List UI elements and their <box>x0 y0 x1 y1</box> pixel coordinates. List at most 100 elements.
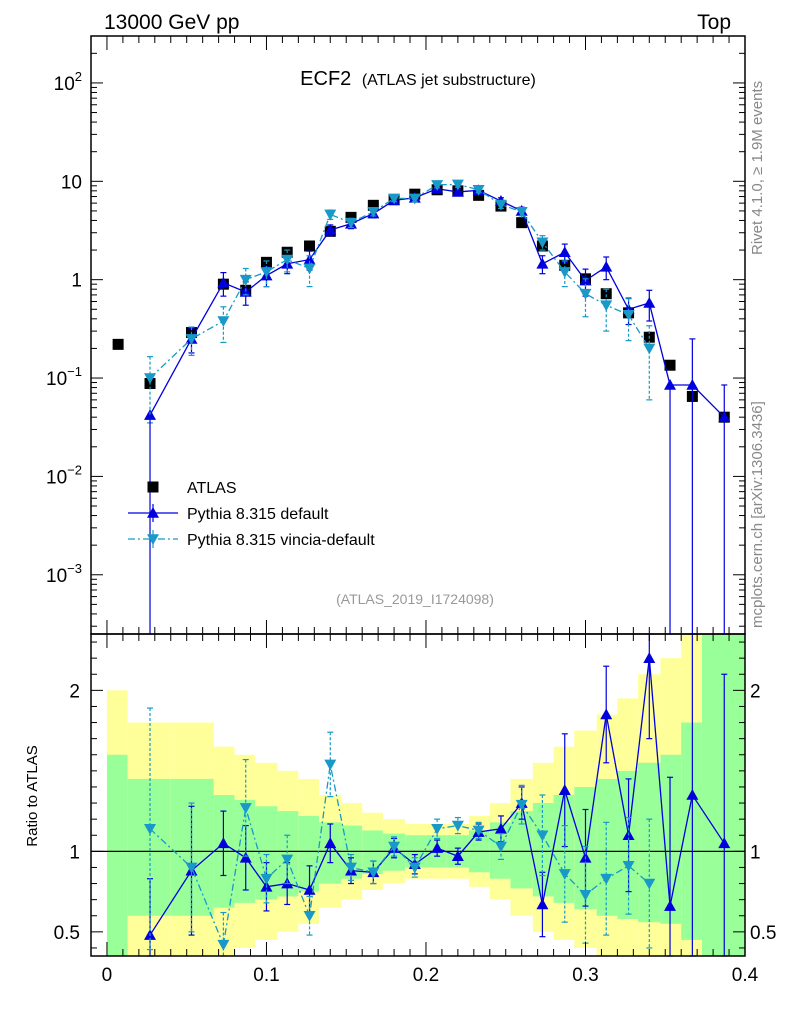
main-vincia-point <box>515 206 528 218</box>
main-pythia_default-point <box>718 411 731 422</box>
main-vincia-point <box>536 237 549 249</box>
ratio-vincia-point <box>451 820 464 832</box>
ratio-panel-frame <box>90 633 746 957</box>
main-vincia-point <box>408 193 421 205</box>
main-vincia-point <box>144 373 157 385</box>
ratio-band-inner-bin <box>255 806 278 900</box>
ratio-pythia_default-point <box>324 837 337 849</box>
main-y-tick-label: 10−1 <box>46 364 82 390</box>
main-vincia-point <box>260 267 273 278</box>
ratio-band-inner-bin <box>617 770 639 919</box>
main-vincia-point <box>324 209 337 221</box>
ratio-vincia-point <box>622 861 635 872</box>
ratio-pythia_default-line <box>149 658 725 936</box>
ratio-vincia-point <box>388 841 401 853</box>
legend-marker-vincia <box>147 534 159 545</box>
ratio-band-inner-bin <box>681 722 702 940</box>
ratio-y-axis-label: Ratio to ATLAS <box>24 745 41 846</box>
main-y-tick-exponent: −1 <box>67 364 82 379</box>
ratio-band-inner-bin <box>596 778 618 916</box>
rivet-version-label: Rivet 4.1.0, ≥ 1.9M events <box>749 81 766 255</box>
main-y-tick-label: 10−2 <box>46 462 82 488</box>
ratio-uncertainty-bands <box>91 634 745 956</box>
ratio-pythia_default-point <box>239 851 252 863</box>
ratio-band-inner-bin <box>362 830 383 874</box>
ratio-pythia_default-point <box>494 822 507 834</box>
ratio-vincia-point <box>536 830 549 842</box>
ratio-y-tick-label-left: 1 <box>69 842 80 863</box>
main-vincia-point <box>643 343 656 355</box>
ratio-vincia-point <box>431 824 444 835</box>
ratio-pythia_default-point <box>536 898 549 910</box>
main-vincia-point <box>303 263 316 275</box>
main-vincia-point <box>472 184 485 196</box>
main-data-point <box>516 217 528 229</box>
legend-label-data: ATLAS <box>187 480 237 497</box>
ratio-band-inner-bin <box>277 811 299 897</box>
mcplots-source-label: mcplots.cern.ch [arXiv:1306.3436] <box>749 401 766 628</box>
main-data-point <box>304 240 316 252</box>
main-pythia_default-point <box>451 185 464 197</box>
main-pythia_default-point <box>536 257 549 269</box>
ratio-vincia-point <box>494 841 507 853</box>
ratio-pythia_default-point <box>664 900 677 911</box>
x-tick-label: 0 <box>102 965 113 986</box>
ratio-band-inner-bin <box>106 754 128 956</box>
ratio-vincia-point <box>643 878 656 890</box>
main-vincia-point <box>345 217 358 229</box>
analysis-id-label: (ATLAS_2019_I1724098) <box>336 591 494 607</box>
ratio-band-inner-bin <box>532 803 554 897</box>
header-process-label: Top <box>697 11 731 34</box>
main-vincia-point <box>217 316 230 328</box>
ratio-pythia_default-point <box>718 837 731 849</box>
ratio-y-tick-label-right: 0.5 <box>750 923 776 944</box>
ratio-y-tick-label-left: 2 <box>69 681 80 702</box>
main-vincia-point <box>388 193 401 205</box>
main-data-point <box>664 359 676 371</box>
ratio-vincia-point <box>600 873 613 885</box>
plot-title-sub: (ATLAS jet substructure) <box>362 72 536 89</box>
main-pythia_default-point <box>664 378 677 390</box>
main-y-tick-label: 10 <box>61 172 82 193</box>
ratio-y-tick-label-left: 0.5 <box>54 923 80 944</box>
main-pythia_default-line <box>149 188 725 418</box>
main-vincia-point <box>239 274 252 286</box>
ratio-vincia-point <box>515 799 528 811</box>
ratio-vincia-point <box>185 862 198 874</box>
main-data-point <box>345 211 357 223</box>
ratio-vincia-point <box>345 862 358 874</box>
main-y-tick-base: 1 <box>71 271 82 292</box>
ratio-y-tick-label-right: 2 <box>750 681 761 702</box>
main-pythia_default-point <box>558 246 571 258</box>
x-tick-label: 0.2 <box>413 965 439 986</box>
x-tick-label: 0.3 <box>572 965 598 986</box>
main-vincia-point <box>494 199 507 211</box>
main-y-tick-exponent: 2 <box>75 69 82 84</box>
ratio-vincia-point <box>260 873 273 885</box>
ratio-vincia-point <box>217 939 230 951</box>
ratio-pythia_default-point <box>643 652 656 663</box>
main-y-tick-label: 10−3 <box>46 561 82 587</box>
main-y-tick-base: 10 <box>46 369 67 390</box>
main-pythia_default-point <box>217 276 230 288</box>
ratio-vincia-point <box>558 869 571 880</box>
main-pythia_default-point <box>643 296 656 308</box>
legend-marker-pythia_default <box>147 507 159 518</box>
main-vincia-point <box>451 179 464 191</box>
main-vincia-point <box>431 180 444 191</box>
main-panel-series <box>112 179 731 635</box>
ratio-vincia-point <box>579 890 592 901</box>
main-data-point <box>600 288 612 300</box>
main-panel-area <box>91 36 745 634</box>
ratio-vincia-point <box>367 867 380 879</box>
ratio-band-inner-bin <box>638 762 661 923</box>
ratio-y-tick-label-right: 1 <box>750 842 761 863</box>
main-pythia_default-point <box>303 253 316 265</box>
main-y-tick-base: 10 <box>46 467 67 488</box>
ratio-panel-axes: 0.5 0.5 1 1 2 2 0 0.1 0.2 0.3 0.4 <box>54 633 776 986</box>
main-vincia-point <box>558 267 571 278</box>
main-data-point <box>112 338 124 350</box>
ratio-pythia_default-point <box>686 789 699 800</box>
